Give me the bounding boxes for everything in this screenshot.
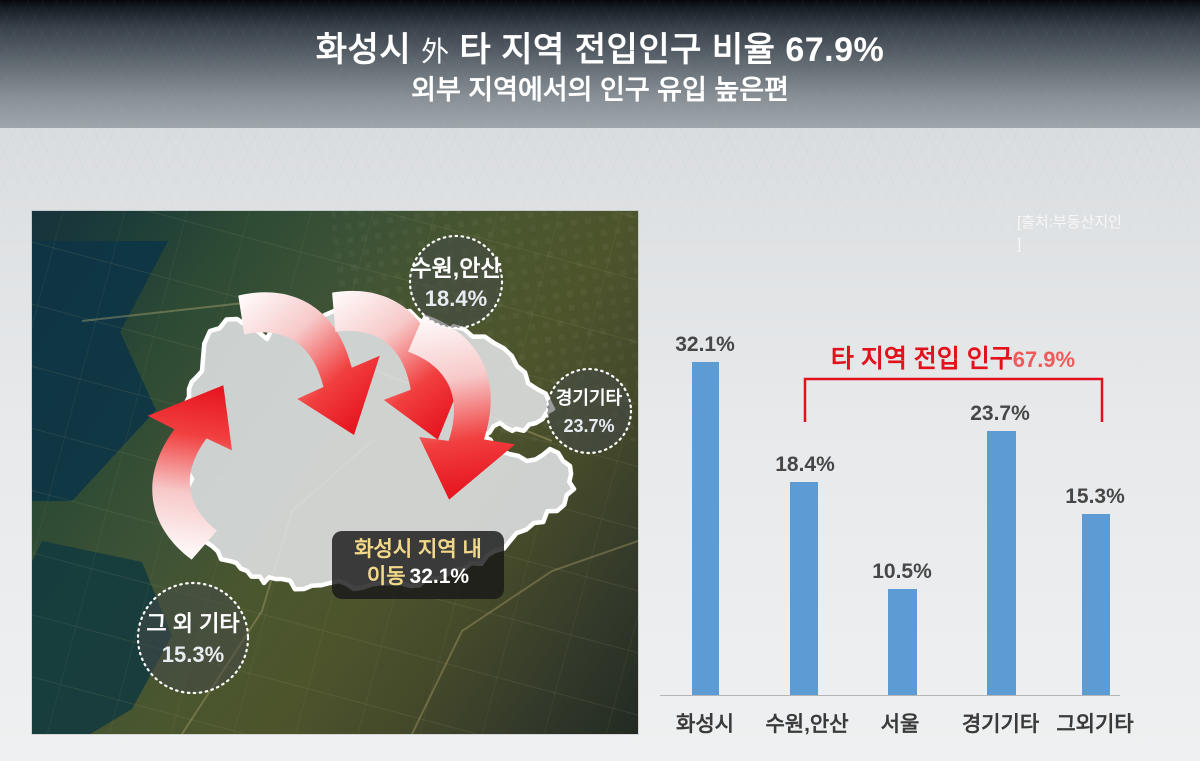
svg-text:경기기타: 경기기타 <box>556 388 623 408</box>
svg-text:수원,안산: 수원,안산 <box>410 255 501 281</box>
svg-text:그 외 기타: 그 외 기타 <box>146 611 240 636</box>
svg-text:23.7%: 23.7% <box>563 416 614 436</box>
svg-text:18.4%: 18.4% <box>425 286 487 311</box>
svg-text:15.3%: 15.3% <box>162 642 224 667</box>
svg-text:화성시 지역 내: 화성시 지역 내 <box>354 538 482 561</box>
